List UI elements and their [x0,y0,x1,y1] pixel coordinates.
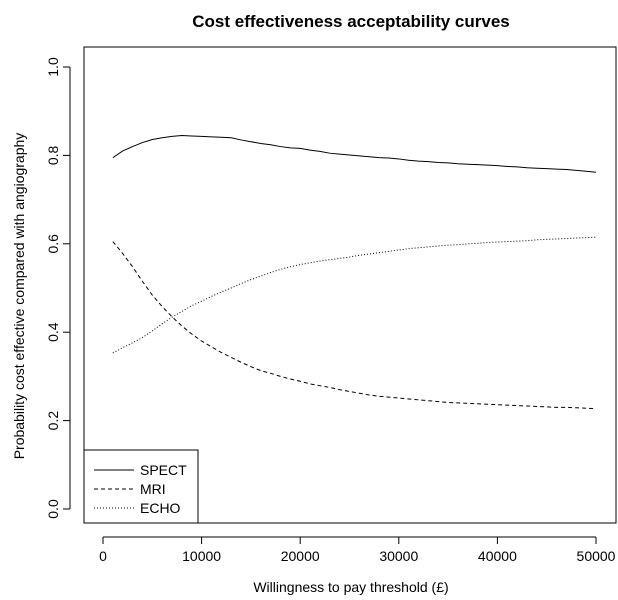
series-layer [112,135,597,410]
y-axis: 0.0 0.2 0.4 0.6 0.8 1.0 [45,57,71,519]
y-tick-label: 0.6 [45,234,61,254]
y-tick-label: 0.4 [45,322,61,342]
y-tick-label: 0.8 [45,145,61,165]
chart-title: Cost effectiveness acceptability curves [192,12,509,31]
y-tick-label: 1.0 [45,57,61,77]
legend: SPECT MRI ECHO [83,449,199,524]
legend-box [83,449,199,524]
y-tick-label: 0.2 [45,411,61,431]
legend-label-spect: SPECT [140,462,187,478]
x-axis: 0 10000 20000 30000 40000 50000 [99,536,616,564]
y-axis-label: Probability cost effective compared with… [11,133,27,460]
legend-label-echo: ECHO [140,500,181,516]
x-tick-label: 10000 [182,548,221,564]
series-line-echo [112,236,597,354]
x-tick-label: 20000 [281,548,320,564]
x-tick-label: 30000 [379,548,418,564]
series-line-mri [112,241,597,410]
x-axis-label: Willingness to pay threshold (£) [253,579,448,595]
x-tick-label: 50000 [577,548,616,564]
legend-label-mri: MRI [140,481,166,497]
x-tick-label: 0 [99,548,107,564]
plot-frame [83,46,617,524]
series-line-spect [112,135,597,173]
x-tick-label: 40000 [478,548,517,564]
y-tick-label: 0.0 [45,499,61,519]
